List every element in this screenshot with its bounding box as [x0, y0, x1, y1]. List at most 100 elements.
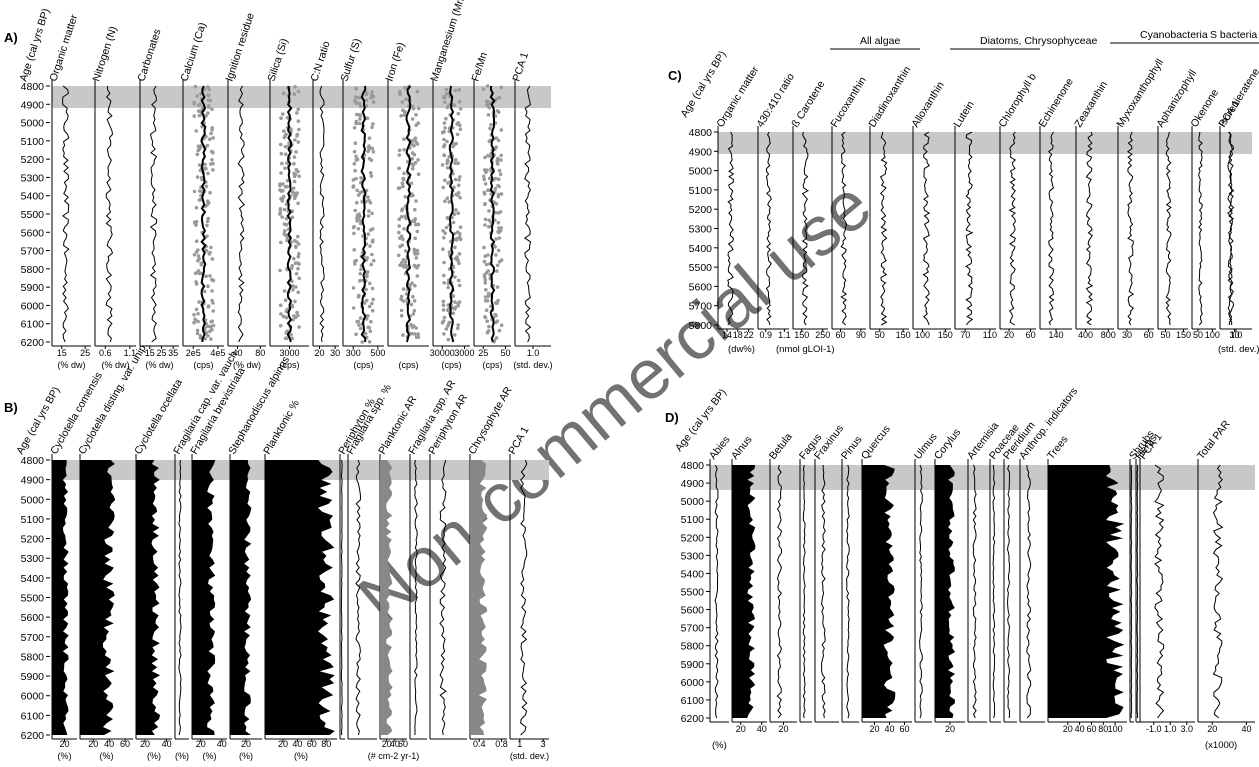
- column-title: Nitrogen (N): [90, 25, 119, 83]
- event-band: [52, 86, 551, 108]
- scatter-point: [457, 261, 461, 266]
- scatter-point: [297, 252, 301, 256]
- scatter-point: [292, 193, 297, 197]
- scatter-point: [206, 216, 210, 221]
- x-tick-label: 25: [80, 348, 90, 358]
- series-line: [520, 459, 528, 736]
- y-tick-label: 5500: [21, 593, 45, 605]
- scatter-point: [290, 263, 295, 268]
- scatter-point: [293, 244, 298, 249]
- scatter-point: [205, 199, 210, 203]
- scatter-point: [496, 194, 501, 199]
- scatter-point: [484, 262, 489, 267]
- scatter-point: [368, 281, 372, 286]
- scatter-point: [291, 186, 296, 190]
- series-line: [105, 86, 114, 343]
- scatter-point: [497, 177, 501, 181]
- column-title: Trees: [1045, 434, 1071, 462]
- x-tick-label: 0.8: [495, 739, 508, 749]
- scatter-point: [296, 89, 301, 94]
- scatter-point: [370, 252, 374, 257]
- x-tick-label: 25: [478, 348, 488, 358]
- scatter-point: [197, 113, 202, 118]
- scatter-point: [205, 219, 210, 224]
- scatter-point: [486, 153, 490, 158]
- unit-label: (cps): [194, 360, 214, 370]
- scatter-point: [193, 317, 197, 322]
- scatter-point: [206, 334, 210, 338]
- unit-label: (cps): [442, 360, 462, 370]
- scatter-point: [284, 315, 289, 320]
- series-area: [935, 465, 956, 718]
- column-title: PCA 1: [510, 51, 531, 83]
- x-tick-label: 60: [398, 739, 408, 749]
- x-tick-label: 22: [744, 330, 754, 340]
- scatter-point: [482, 168, 487, 172]
- panel-letter: B): [4, 400, 18, 415]
- series-area: [265, 460, 335, 735]
- y-tick-label: 5500: [21, 209, 45, 221]
- x-tick-label: 20: [869, 724, 879, 734]
- series-line: [846, 464, 850, 719]
- x-tick-label: 20: [314, 348, 324, 358]
- scatter-point: [453, 307, 457, 311]
- scatter-point: [354, 101, 359, 106]
- scatter-point: [399, 294, 404, 299]
- series-area: [470, 460, 488, 735]
- age-axis-label: Age (cal yrs BP): [678, 49, 728, 120]
- scatter-point: [370, 301, 374, 306]
- scatter-point: [204, 330, 209, 335]
- scatter-point: [488, 154, 493, 159]
- column-title: Sulfur (S): [338, 37, 363, 83]
- scatter-point: [352, 162, 357, 166]
- scatter-point: [293, 138, 297, 142]
- scatter-point: [458, 106, 463, 111]
- scatter-point: [358, 117, 362, 121]
- series-line: [1136, 464, 1139, 718]
- scatter-point: [482, 273, 487, 277]
- scatter-point: [456, 183, 461, 188]
- scatter-point: [410, 117, 415, 121]
- scatter-point: [371, 150, 376, 154]
- scatter-point: [365, 274, 369, 279]
- scatter-point: [367, 340, 372, 344]
- scatter-point: [497, 328, 502, 333]
- y-tick-label: 6100: [21, 710, 45, 722]
- scatter-point: [369, 319, 373, 324]
- scatter-point: [456, 258, 460, 263]
- x-tick-label: 40: [217, 739, 227, 749]
- scatter-point: [496, 248, 501, 253]
- scatter-point: [279, 171, 283, 175]
- scatter-point: [292, 155, 297, 159]
- x-tick-label: 20: [59, 739, 69, 749]
- column-6: Lutein 70 110: [951, 99, 997, 340]
- scatter-point: [486, 225, 491, 229]
- scatter-point: [410, 325, 415, 330]
- scatter-point: [453, 300, 457, 304]
- scatter-point: [206, 104, 211, 108]
- scatter-point: [414, 222, 418, 227]
- scatter-point: [411, 312, 416, 316]
- x-tick-label: 35: [168, 348, 178, 358]
- scatter-point: [192, 320, 196, 325]
- scatter-point: [296, 119, 301, 123]
- x-tick-label: 20: [196, 739, 206, 749]
- scatter-point: [493, 186, 498, 191]
- column-title: Abies: [707, 434, 733, 462]
- unit-label: (%): [100, 751, 114, 761]
- y-tick-label: 5700: [689, 301, 713, 313]
- scatter-point: [456, 161, 460, 165]
- series-line: [1227, 131, 1233, 325]
- unit-label: (%): [175, 751, 189, 761]
- scatter-point: [371, 297, 376, 302]
- y-tick-label: 5000: [21, 118, 45, 130]
- series-line: [1008, 131, 1017, 326]
- scatter-point: [297, 325, 301, 329]
- column-10: Fe/Mn 25 50 (cps): [469, 51, 511, 370]
- scatter-point: [354, 86, 358, 91]
- scatter-point: [205, 223, 209, 228]
- scatter-point: [496, 138, 501, 143]
- scatter-point: [482, 177, 487, 182]
- scatter-point: [355, 200, 359, 205]
